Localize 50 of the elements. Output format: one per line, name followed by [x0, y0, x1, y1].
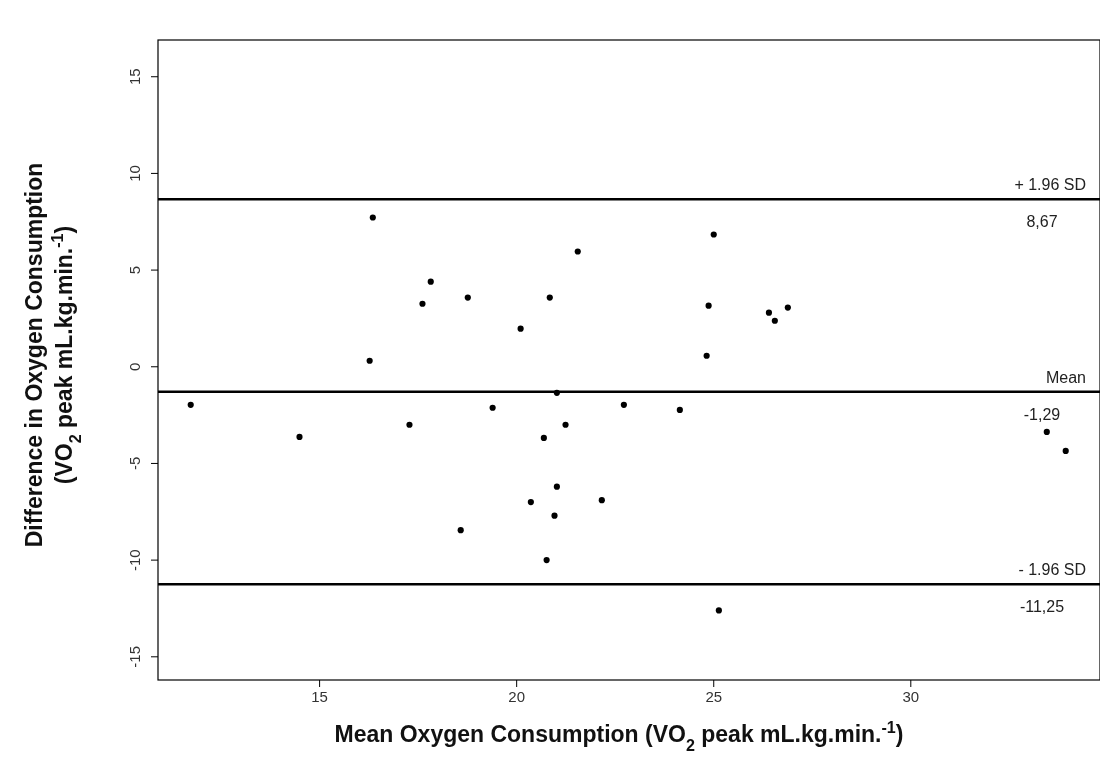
ref-line-label: + 1.96 SD — [1014, 176, 1086, 194]
annotation: -1,29 — [1023, 405, 1061, 423]
y-tick-label: -15 — [126, 645, 143, 668]
point — [464, 294, 471, 301]
point — [676, 406, 683, 413]
y-tick-label: -5 — [126, 456, 143, 471]
point — [551, 512, 558, 519]
x-tick-label: 20 — [508, 688, 526, 705]
annotation: -11,25 — [1019, 598, 1065, 616]
point — [1062, 447, 1069, 454]
point — [771, 317, 778, 324]
annotation: 8,67 — [1026, 213, 1058, 231]
point — [540, 434, 547, 442]
y-tick-label: 5 — [126, 265, 143, 275]
point — [703, 352, 710, 359]
point — [765, 309, 773, 316]
point — [427, 278, 434, 285]
point — [784, 304, 791, 311]
point — [369, 214, 376, 221]
point — [489, 404, 496, 411]
point — [517, 325, 524, 332]
y-tick-label: 15 — [126, 68, 143, 86]
point — [553, 389, 560, 396]
point — [296, 433, 303, 441]
point — [543, 557, 550, 564]
point — [546, 294, 553, 301]
ref-line-label: Mean — [1045, 368, 1086, 386]
point — [710, 231, 717, 238]
point — [406, 421, 413, 428]
y-tick-label: -10 — [126, 549, 143, 571]
point — [553, 483, 560, 490]
point — [457, 527, 464, 534]
point — [620, 401, 627, 408]
ref-line-label: - 1.96 SD — [1018, 561, 1086, 579]
point — [562, 421, 569, 428]
x-tick-label: 25 — [705, 688, 723, 705]
point — [715, 607, 722, 614]
x-axis-title: Mean Oxygen Consumption (VO$_{2}$ peak mL.kg.min.$^{-1}$) — [334, 718, 904, 754]
x-tick-label: 15 — [311, 688, 328, 705]
point — [1043, 428, 1050, 436]
y-tick-label: 10 — [126, 165, 143, 182]
point — [419, 300, 426, 307]
point — [598, 497, 605, 504]
point — [705, 302, 712, 309]
point — [527, 499, 534, 506]
point — [574, 248, 581, 255]
x-tick-label: 30 — [902, 688, 920, 705]
point — [366, 357, 373, 364]
y-tick-label: 0 — [126, 362, 143, 371]
point — [187, 401, 194, 408]
